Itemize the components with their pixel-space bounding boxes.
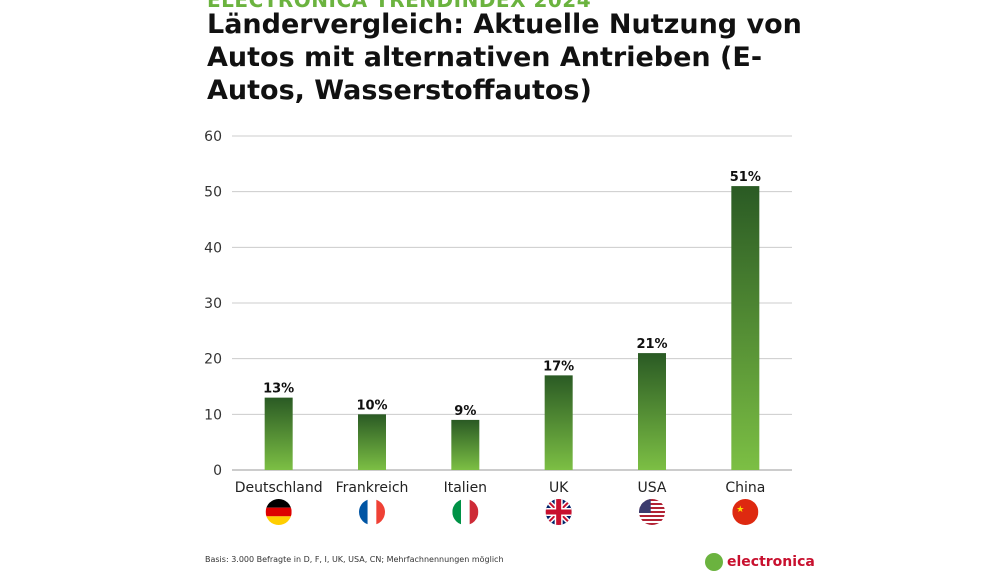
germany-flag-icon <box>265 499 292 525</box>
data-label: 51% <box>730 170 761 185</box>
france-flag-icon <box>359 499 385 525</box>
kicker: ELECTRONICA TRENDINDEX 2024 <box>207 0 592 12</box>
y-tick-label: 50 <box>204 185 222 201</box>
y-tick-label: 30 <box>204 296 222 312</box>
data-label: 10% <box>356 398 387 413</box>
x-tick-label: Italien <box>444 480 487 496</box>
x-tick-label: Frankreich <box>336 480 409 496</box>
bar <box>638 353 666 470</box>
logo-text: electronica <box>727 554 815 570</box>
china-flag-icon: ★ <box>732 499 759 525</box>
data-label: 17% <box>543 359 574 374</box>
x-tick-label: Deutschland <box>235 480 323 496</box>
electronica-logo: electronica <box>705 553 815 571</box>
footnote: Basis: 3.000 Befragte in D, F, I, UK, US… <box>205 555 504 564</box>
italy-flag-icon <box>452 499 479 525</box>
logo-icon <box>705 553 723 571</box>
bar <box>264 397 293 470</box>
bar <box>451 419 480 470</box>
y-tick-label: 20 <box>204 352 222 368</box>
svg-text:★: ★ <box>736 505 744 515</box>
chart-title: Ländervergleich: Aktuelle Nutzung von Au… <box>207 9 802 106</box>
bar <box>731 186 760 470</box>
y-tick-label: 40 <box>204 240 222 256</box>
usa-flag-icon <box>639 499 665 525</box>
x-tick-label: UK <box>549 480 569 496</box>
uk-flag-icon <box>545 499 572 525</box>
bar <box>544 375 573 470</box>
y-tick-label: 10 <box>204 407 222 423</box>
bar <box>358 414 386 470</box>
x-tick-label: USA <box>638 480 667 496</box>
data-label: 21% <box>636 337 667 352</box>
data-label: 9% <box>454 404 476 419</box>
y-tick-label: 60 <box>204 129 222 145</box>
x-tick-label: China <box>725 480 765 496</box>
data-label: 13% <box>263 382 294 397</box>
y-tick-label: 0 <box>213 463 222 479</box>
